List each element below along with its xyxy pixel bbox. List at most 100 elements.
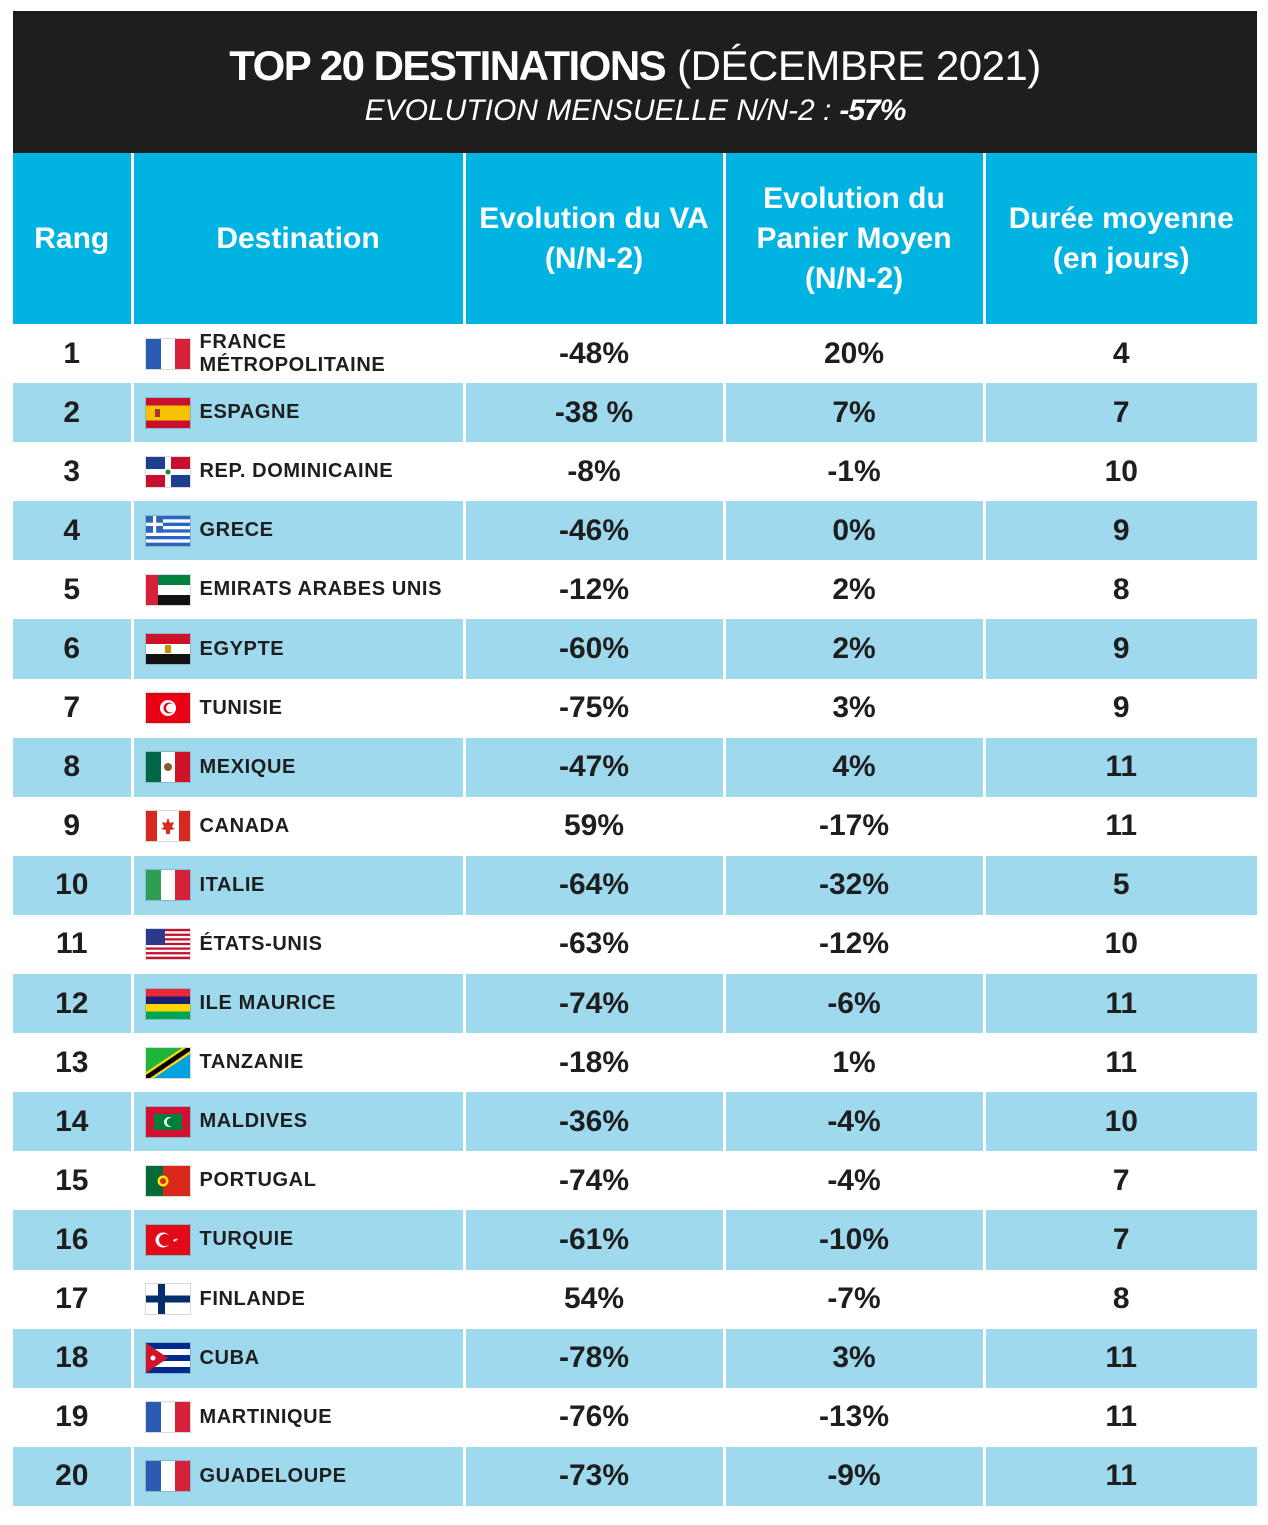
va-evolution-cell: -61%: [462, 1210, 724, 1270]
table-body: 1 FRANCE MÉTROPOLITAINE -48% 20% 4 2 ESPAGNE -3…: [13, 324, 1257, 1506]
panier-evolution-cell: 7%: [722, 383, 984, 443]
va-evolution-cell: -73%: [462, 1446, 724, 1506]
destination-cell: TURQUIE: [130, 1210, 464, 1270]
destination-cell: CUBA: [130, 1328, 464, 1388]
rank-cell: 5: [13, 560, 132, 620]
subtitle-label: EVOLUTION MENSUELLE N/N-2 :: [364, 94, 832, 127]
rank-cell: 12: [13, 974, 132, 1034]
table-row: 6 EGYPTE -60% 2% 9: [13, 619, 1257, 679]
rank-cell: 11: [13, 914, 132, 975]
duree-cell: 4: [982, 324, 1257, 384]
panier-evolution-cell: -10%: [722, 1210, 984, 1270]
panier-evolution-cell: -4%: [722, 1092, 984, 1152]
destination-name: FRANCE MÉTROPOLITAINE: [199, 330, 386, 376]
duree-cell: 9: [982, 678, 1257, 738]
panier-evolution-cell: -32%: [722, 855, 984, 915]
tanzania-flag-icon: [145, 1047, 190, 1078]
panier-evolution-cell: 2%: [722, 560, 984, 620]
rank-cell: 3: [13, 442, 132, 502]
table-row: 18 CUBA -78% 3% 11: [13, 1328, 1257, 1388]
destination-name: TURQUIE: [199, 1228, 294, 1251]
va-evolution-cell: -48%: [462, 324, 724, 384]
destination-cell: GRECE: [130, 501, 464, 561]
subtitle: EVOLUTION MENSUELLE N/N-2 : -57%: [13, 94, 1257, 128]
table-row: 8 MEXIQUE -47% 4% 11: [13, 737, 1257, 797]
duree-cell: 11: [982, 1328, 1257, 1388]
panier-evolution-cell: -17%: [722, 796, 984, 856]
destination-name: MALDIVES: [199, 1110, 308, 1133]
panier-evolution-cell: 1%: [722, 1033, 984, 1093]
portugal-flag-icon: [145, 1165, 190, 1196]
panier-evolution-cell: -13%: [722, 1387, 984, 1447]
destination-cell: FINLANDE: [130, 1269, 464, 1329]
panier-evolution-cell: -6%: [722, 974, 984, 1034]
va-evolution-cell: 54%: [462, 1269, 724, 1329]
france-flag-icon: [145, 1461, 190, 1492]
rank-cell: 2: [13, 383, 132, 443]
va-evolution-cell: -38 %: [462, 383, 724, 443]
subtitle-value: -57%: [839, 94, 906, 127]
destination-cell: TANZANIE: [130, 1033, 464, 1093]
duree-cell: 10: [982, 1092, 1257, 1152]
egypt-flag-icon: [145, 634, 190, 665]
rank-cell: 20: [13, 1446, 132, 1506]
destination-cell: ESPAGNE: [130, 383, 464, 443]
usa-flag-icon: [145, 929, 190, 960]
rank-cell: 14: [13, 1092, 132, 1152]
panier-evolution-cell: 3%: [722, 678, 984, 738]
destination-cell: REP. DOMINICAINE: [130, 442, 464, 502]
destination-cell: EMIRATS ARABES UNIS: [130, 560, 464, 620]
destinations-table: Rang Destination Evolution du VA (N/N-2)…: [13, 153, 1257, 1506]
table-row: 12 ILE MAURICE -74% -6% 11: [13, 974, 1257, 1034]
destination-cell: PORTUGAL: [130, 1151, 464, 1211]
header-evolution-va: Evolution du VA (N/N-2): [462, 153, 724, 324]
va-evolution-cell: -60%: [462, 619, 724, 679]
duree-cell: 10: [982, 914, 1257, 975]
table-row: 5 EMIRATS ARABES UNIS -12% 2% 8: [13, 560, 1257, 620]
duree-cell: 9: [982, 619, 1257, 679]
rank-cell: 6: [13, 619, 132, 679]
spain-flag-icon: [145, 397, 190, 428]
table-row: 10 ITALIE -64% -32% 5: [13, 855, 1257, 915]
tunisia-flag-icon: [145, 693, 190, 724]
destination-cell: ÉTATS-UNIS: [130, 914, 464, 975]
panier-evolution-cell: -1%: [722, 442, 984, 502]
italy-flag-icon: [145, 870, 190, 901]
canada-flag-icon: [145, 811, 190, 842]
maldives-flag-icon: [145, 1106, 190, 1137]
destination-cell: EGYPTE: [130, 619, 464, 679]
rank-cell: 4: [13, 501, 132, 561]
destination-name: ILE MAURICE: [199, 992, 337, 1015]
destination-name: TUNISIE: [199, 696, 283, 719]
destination-name: ITALIE: [199, 873, 265, 896]
destination-name: FINLANDE: [199, 1287, 306, 1310]
duree-cell: 11: [982, 1387, 1257, 1447]
uae-flag-icon: [145, 574, 190, 605]
panier-evolution-cell: 4%: [722, 737, 984, 797]
destination-cell: FRANCE MÉTROPOLITAINE: [130, 324, 464, 384]
table-row: 20 GUADELOUPE -73% -9% 11: [13, 1446, 1257, 1506]
destination-cell: TUNISIE: [130, 678, 464, 738]
rank-cell: 8: [13, 737, 132, 797]
panier-evolution-cell: -9%: [722, 1446, 984, 1506]
greece-flag-icon: [145, 515, 190, 546]
rank-cell: 1: [13, 324, 132, 384]
header-duree: Durée moyenne (en jours): [982, 153, 1257, 324]
rank-cell: 16: [13, 1210, 132, 1270]
destination-cell: MALDIVES: [130, 1092, 464, 1152]
finland-flag-icon: [145, 1284, 190, 1315]
panier-evolution-cell: -4%: [722, 1151, 984, 1211]
destination-name: MEXIQUE: [199, 755, 296, 778]
table-row: 17 FINLANDE 54% -7% 8: [13, 1269, 1257, 1329]
va-evolution-cell: -74%: [462, 1151, 724, 1211]
destination-cell: GUADELOUPE: [130, 1446, 464, 1506]
va-evolution-cell: 59%: [462, 796, 724, 856]
va-evolution-cell: -18%: [462, 1033, 724, 1093]
table-row: 19 MARTINIQUE -76% -13% 11: [13, 1387, 1257, 1447]
destination-cell: ILE MAURICE: [130, 974, 464, 1034]
duree-cell: 8: [982, 1269, 1257, 1329]
panier-evolution-cell: 3%: [722, 1328, 984, 1388]
va-evolution-cell: -74%: [462, 974, 724, 1034]
destination-name: GUADELOUPE: [199, 1464, 347, 1487]
destination-cell: ITALIE: [130, 855, 464, 915]
